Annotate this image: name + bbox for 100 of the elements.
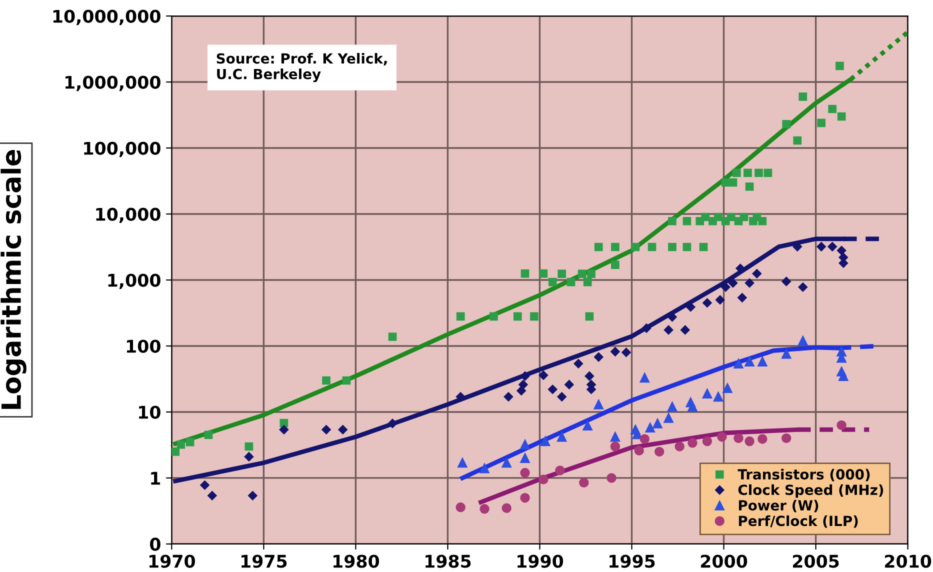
point [458, 458, 468, 468]
point [728, 178, 738, 187]
point [754, 168, 763, 178]
point [200, 480, 210, 490]
point [714, 212, 722, 222]
y-tick-label: 0 [150, 538, 160, 551]
point [579, 478, 589, 488]
point [480, 463, 490, 474]
point [781, 348, 792, 359]
point [668, 242, 676, 252]
point [715, 295, 725, 304]
point [722, 383, 732, 393]
point [816, 242, 826, 252]
point [793, 136, 802, 145]
point [530, 312, 538, 321]
y-tick-label: 100 [126, 340, 160, 353]
point [540, 436, 550, 446]
point [520, 269, 530, 278]
point [322, 425, 331, 434]
point [701, 212, 710, 222]
point [680, 325, 690, 335]
point [502, 458, 512, 468]
point [583, 278, 592, 286]
legend-label: Perf/Clock (ILP) [738, 515, 858, 528]
point [664, 325, 674, 335]
point [539, 269, 548, 278]
point [682, 242, 692, 252]
x-tick-label: 2000 [700, 554, 748, 568]
point [504, 392, 514, 402]
point [548, 384, 558, 394]
point [782, 276, 791, 286]
point [734, 358, 744, 369]
point [686, 302, 696, 312]
point [186, 438, 194, 446]
point [248, 491, 258, 500]
point [674, 442, 684, 452]
point [578, 270, 586, 278]
point [828, 104, 837, 114]
point [744, 356, 754, 366]
point [717, 432, 727, 442]
point [548, 278, 557, 286]
point [752, 268, 762, 278]
point [828, 242, 837, 252]
point [642, 324, 652, 333]
point [594, 400, 604, 410]
point [734, 433, 744, 444]
point [728, 278, 738, 288]
point [738, 293, 747, 302]
point [668, 216, 676, 226]
point [758, 356, 768, 366]
point [752, 212, 762, 222]
point [682, 216, 692, 226]
point [342, 376, 351, 385]
point [798, 282, 808, 292]
point [520, 468, 530, 478]
point [744, 168, 752, 178]
point [208, 491, 217, 500]
point [838, 258, 848, 268]
point [520, 453, 530, 463]
point [611, 260, 620, 269]
point [490, 312, 498, 321]
point [699, 242, 708, 252]
point [744, 436, 754, 446]
point [538, 370, 548, 380]
point [538, 474, 548, 484]
y-tick-label: 1 [151, 472, 160, 485]
point [836, 246, 846, 256]
point [758, 434, 768, 444]
point [558, 270, 566, 278]
y-tick-label: 1,000,000 [65, 76, 160, 92]
point [388, 332, 397, 341]
point [204, 430, 213, 440]
point [518, 380, 528, 390]
y-tick-label: 1,000 [108, 274, 160, 290]
point [622, 348, 631, 358]
point [702, 298, 712, 308]
point [732, 168, 741, 178]
point [322, 376, 330, 385]
point [740, 212, 748, 222]
y-tick-label: 10,000 [96, 208, 160, 224]
point [640, 434, 650, 444]
point [634, 446, 644, 456]
point [594, 242, 603, 252]
point [172, 448, 180, 456]
point [798, 336, 808, 346]
point [610, 347, 620, 356]
point [557, 392, 566, 402]
point [702, 436, 712, 446]
point [645, 422, 656, 432]
point [480, 504, 490, 514]
point [513, 312, 522, 321]
point [564, 380, 574, 390]
point [555, 466, 565, 476]
point [726, 212, 736, 222]
point [837, 112, 846, 121]
point [338, 425, 348, 434]
y-tick-label: 100,000 [84, 142, 160, 158]
point [566, 278, 576, 286]
y-axis-title: Logarithmic scale [0, 150, 26, 409]
point [584, 371, 594, 381]
